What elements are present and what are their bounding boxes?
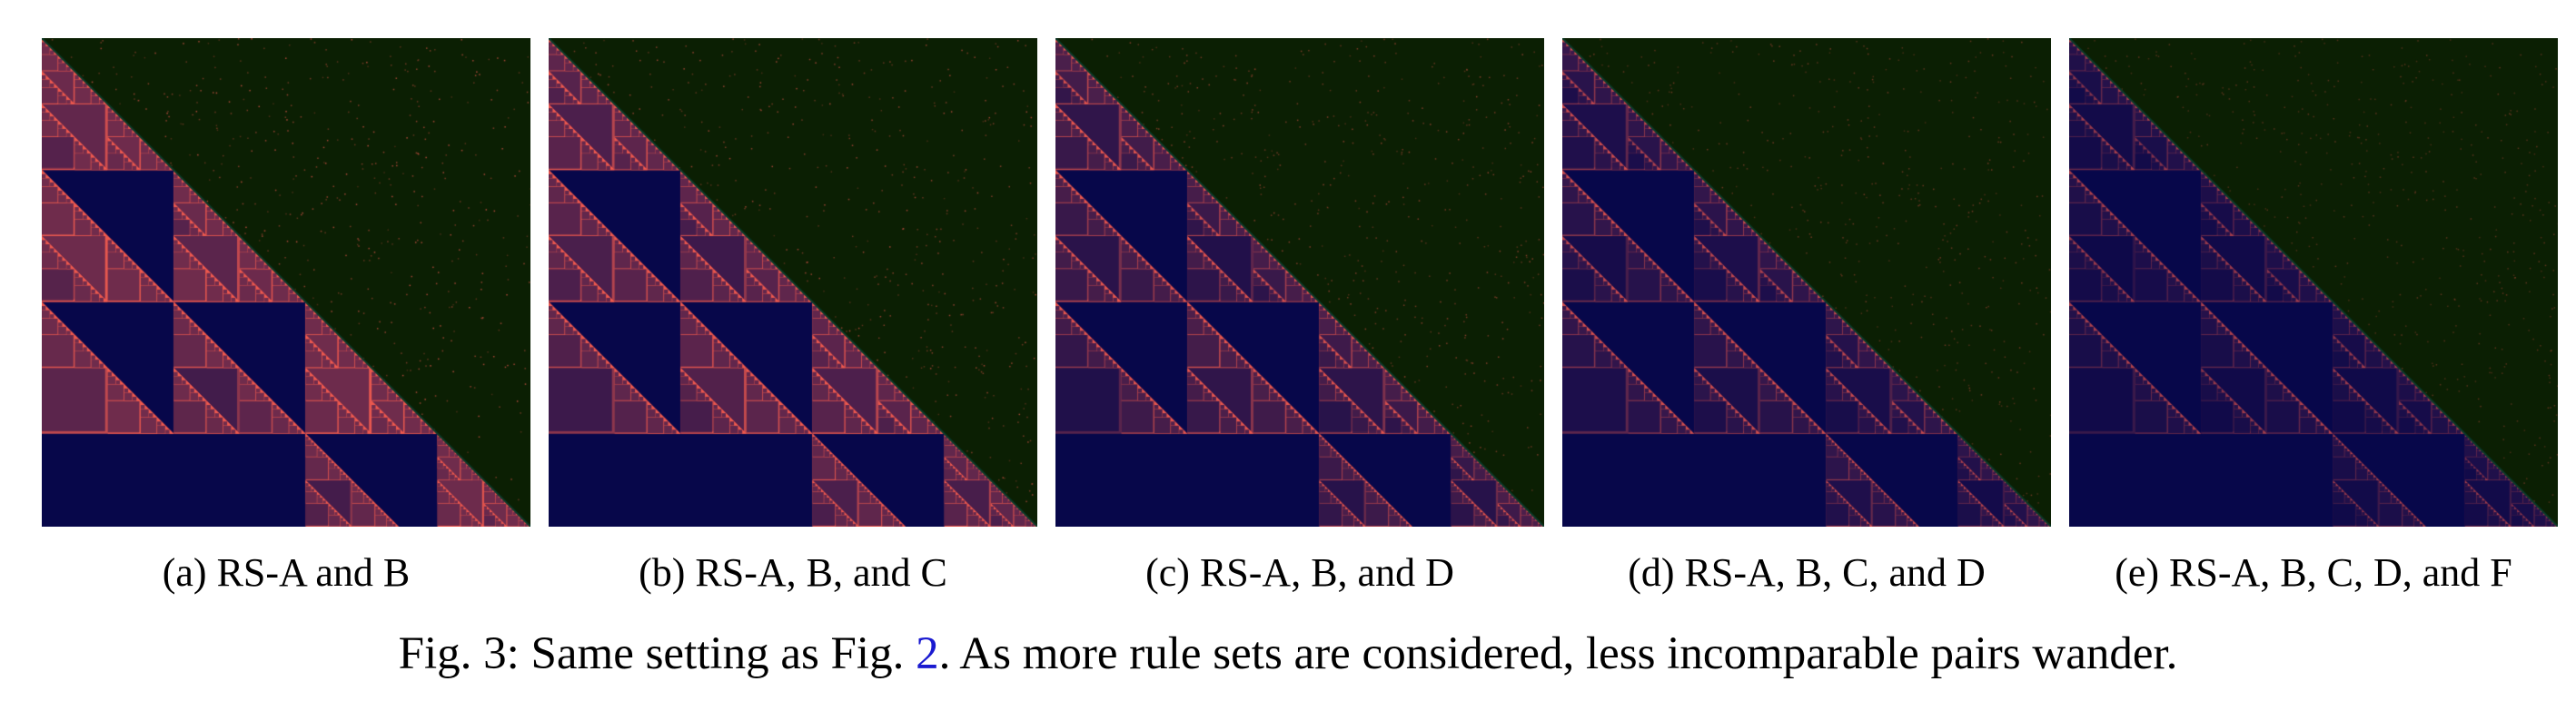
matrix-heatmap-e bbox=[2069, 38, 2558, 527]
figure-panels bbox=[42, 38, 2558, 527]
figure-caption: Fig. 3: Same setting as Fig. 2. As more … bbox=[0, 627, 2576, 681]
caption-text-before: Same setting as Fig. bbox=[530, 628, 905, 679]
panel-b bbox=[549, 38, 1037, 527]
figure-label: Fig. 3: bbox=[398, 628, 520, 679]
panel-e bbox=[2069, 38, 2558, 527]
subcaption-e: (e) RS-A, B, C, D, and F bbox=[2115, 550, 2512, 595]
panel-d bbox=[1562, 38, 2051, 527]
caption-text-after: . As more rule sets are considered, less… bbox=[938, 628, 2178, 679]
matrix-heatmap-c bbox=[1055, 38, 1544, 527]
panel-a bbox=[42, 38, 530, 527]
panel-c bbox=[1055, 38, 1544, 527]
matrix-heatmap-d bbox=[1562, 38, 2051, 527]
matrix-heatmap-a bbox=[42, 38, 530, 527]
matrix-heatmap-b bbox=[549, 38, 1037, 527]
subcaption-d: (d) RS-A, B, C, and D bbox=[1628, 550, 1986, 595]
figure-reference-link[interactable]: 2 bbox=[916, 628, 939, 679]
subcaption-c: (c) RS-A, B, and D bbox=[1145, 550, 1454, 595]
subcaption-a: (a) RS-A and B bbox=[162, 550, 411, 595]
subcaption-b: (b) RS-A, B, and C bbox=[639, 550, 947, 595]
